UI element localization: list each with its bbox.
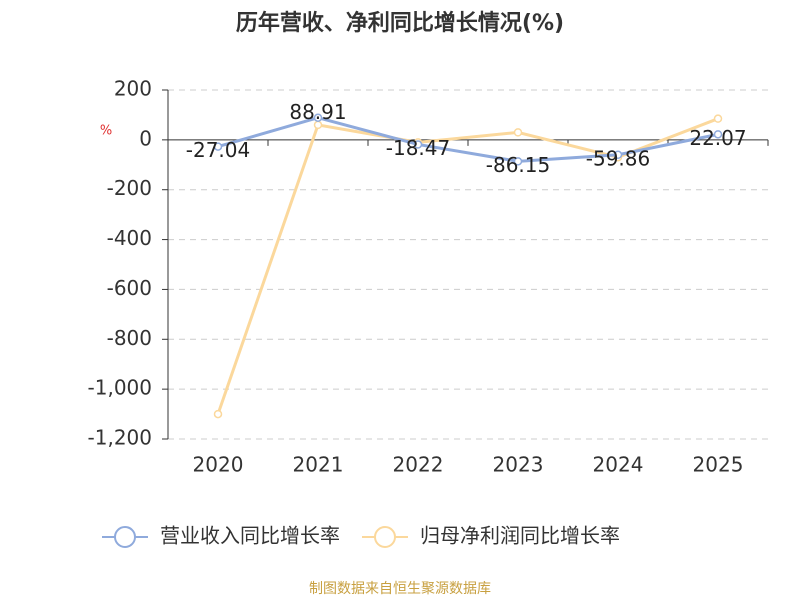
- legend-marker: [374, 526, 396, 548]
- y-tick-label: -400: [107, 226, 152, 250]
- x-tick-label: 2024: [593, 453, 644, 477]
- x-tick-label: 2020: [193, 453, 244, 477]
- data-label: -18.47: [386, 136, 450, 160]
- chart-title: 历年营收、净利同比增长情况(%): [236, 10, 564, 36]
- y-tick-label: 0: [139, 126, 152, 150]
- x-tick-label: 2025: [693, 453, 744, 477]
- x-tick-label: 2021: [293, 453, 344, 477]
- data-label: -59.86: [586, 146, 650, 170]
- data-label: 22.07: [689, 126, 746, 150]
- x-tick-label: 2023: [493, 453, 544, 477]
- data-label: -27.04: [186, 138, 250, 162]
- data-point: [513, 128, 523, 137]
- y-tick-label: -1,000: [88, 376, 152, 400]
- data-point: [713, 130, 723, 139]
- source-note: 制图数据来自恒生聚源数据库: [309, 581, 491, 597]
- data-point: [413, 140, 423, 149]
- y-tick-label: -800: [107, 326, 152, 350]
- data-point: [313, 113, 323, 122]
- data-point: [713, 114, 723, 123]
- data-label: -86.15: [486, 153, 550, 177]
- y-tick-label: -600: [107, 276, 152, 300]
- series-line: [217, 116, 719, 163]
- data-label: 88.91: [289, 100, 346, 124]
- legend-label[interactable]: 归母净利润同比增长率: [420, 524, 620, 548]
- y-axis-label: %: [100, 124, 112, 139]
- x-tick-label: 2022: [393, 453, 444, 477]
- legend-marker: [114, 526, 136, 548]
- y-tick-label: 200: [114, 77, 152, 101]
- data-point: [613, 150, 623, 160]
- y-tick-label: -200: [107, 176, 152, 200]
- legend-label[interactable]: 营业收入同比增长率: [160, 524, 340, 548]
- data-point: [213, 409, 223, 419]
- data-point: [213, 142, 223, 151]
- y-tick-label: -1,200: [88, 426, 152, 450]
- data-point: [513, 157, 523, 166]
